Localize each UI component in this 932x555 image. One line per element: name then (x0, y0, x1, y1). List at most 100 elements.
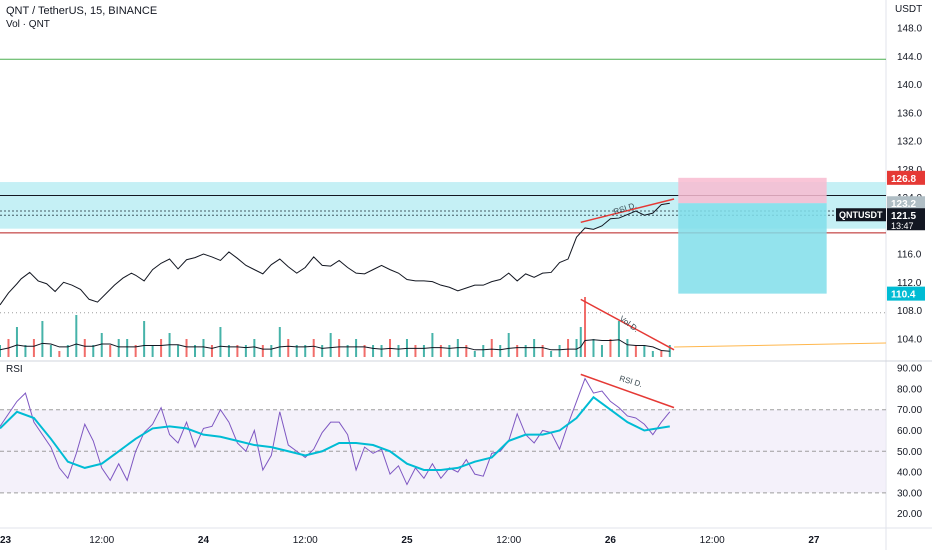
volume-legend[interactable]: Vol · QNT (6, 19, 50, 30)
volume-ma-line (0, 339, 670, 352)
volume-bar (244, 345, 247, 357)
rsi-tick-label: 80.00 (897, 384, 922, 395)
volume-divergence-line (580, 298, 675, 351)
volume-bar (100, 333, 103, 357)
volume-bar (346, 345, 349, 357)
volume-bar (160, 339, 163, 357)
volume-bar (194, 345, 197, 357)
rsi-divergence-rsi-annotation: RSI D. (618, 374, 643, 389)
volume-bar (287, 339, 290, 357)
volume-bar (0, 345, 1, 357)
price-tick-label: 136.0 (897, 108, 922, 119)
volume-bar (524, 345, 527, 357)
volume-bar (558, 345, 561, 357)
rsi-divergence-line (580, 373, 675, 409)
volume-bar (600, 345, 603, 357)
volume-bar (321, 345, 324, 357)
price-tick-label: 104.0 (897, 334, 922, 345)
last-price-value: 121.5 (891, 211, 916, 222)
price-tick-label: 108.0 (897, 306, 922, 317)
price-tick-label: 128.0 (897, 165, 922, 176)
time-tick-label: 12:00 (496, 535, 521, 546)
rsi-tick-label: 50.00 (897, 447, 922, 458)
volume-bar (109, 345, 112, 357)
rsi-divergence-price-line (580, 198, 675, 224)
volume-bar (15, 327, 18, 357)
volume-bar (643, 345, 646, 357)
volume-bar (465, 345, 468, 357)
currency-label: USDT (895, 4, 923, 15)
price-tick-label: 112.0 (897, 278, 922, 289)
volume-bar (236, 345, 239, 357)
volume-bar (134, 345, 137, 357)
time-tick-label: 26 (605, 535, 617, 546)
volume-bar (261, 345, 264, 357)
volume-bar (372, 345, 375, 357)
volume-bar (579, 327, 582, 357)
volume-bar (338, 339, 341, 357)
stop-price-tag-bg (887, 170, 925, 185)
chart-header: QNT / TetherUS, 15, BINANCE Vol · QNT (6, 4, 157, 32)
volume-bar (422, 345, 425, 357)
volume-bar (473, 351, 476, 357)
volume-bar (312, 339, 315, 357)
rsi-legend[interactable]: RSI (6, 364, 23, 375)
volume-bar (270, 345, 273, 357)
volume-bar (58, 351, 61, 357)
volume-bar (363, 345, 366, 357)
time-tick-label: 12:00 (89, 535, 114, 546)
volume-bar (304, 345, 307, 357)
rsi-tick-label: 90.00 (897, 364, 922, 375)
volume-bar (439, 345, 442, 357)
stop-price-tag: 126.8 (891, 174, 916, 185)
volume-bar (177, 345, 180, 357)
volume-bar (660, 351, 663, 357)
volume-bar (507, 333, 510, 357)
time-tick-label: 25 (401, 535, 413, 546)
volume-bar (210, 345, 213, 357)
rsi-tick-label: 60.00 (897, 426, 922, 437)
volume-bar (355, 339, 358, 357)
volume-bar (329, 333, 332, 357)
volume-bar (414, 345, 417, 357)
volume-bar (295, 345, 298, 357)
price-tick-label: 148.0 (897, 24, 922, 35)
volume-bar (24, 345, 27, 357)
price-tick-label: 144.0 (897, 52, 922, 63)
rsi-ma-line (0, 395, 670, 471)
volume-bar (592, 339, 595, 357)
volume-bar (567, 339, 570, 357)
volume-bar (49, 345, 52, 357)
volume-bar (575, 339, 578, 357)
volume-bar (227, 345, 230, 357)
volume-bar (397, 345, 400, 357)
rsi-line (0, 377, 671, 486)
symbol-tag-bg (836, 208, 886, 222)
target-price-tag-bg (887, 286, 925, 301)
price-tick-label: 140.0 (897, 80, 922, 91)
volume-bar (219, 327, 222, 357)
rsi-tick-label: 30.00 (897, 488, 922, 499)
price-line (0, 202, 670, 306)
volume-bar (75, 315, 78, 357)
time-tick-label: 23 (0, 535, 12, 546)
rsi-tick-label: 20.00 (897, 509, 922, 520)
volume-divergence-annotation: Vol D. (618, 314, 641, 334)
volume-bar (83, 339, 86, 357)
symbol-tag: QNTUSDT (839, 210, 883, 220)
time-tick-label: 12:00 (293, 535, 318, 546)
volume-bar (651, 351, 654, 357)
volume-bar (253, 339, 256, 357)
volume-bar (380, 345, 383, 357)
volume-bar (202, 339, 205, 357)
symbol-title[interactable]: QNT / TetherUS, 15, BINANCE (6, 5, 158, 17)
target-price-tag: 110.4 (891, 290, 916, 301)
volume-bar (482, 345, 485, 357)
volume-bar (431, 333, 434, 357)
last-price-bg (887, 208, 925, 231)
volume-bar (126, 339, 129, 357)
bar-countdown: 13:47 (891, 221, 914, 231)
entry-price-tag-bg (887, 196, 925, 211)
